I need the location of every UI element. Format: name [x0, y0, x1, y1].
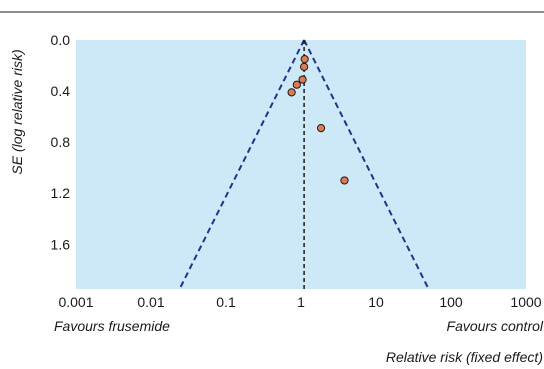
y-tick-label: 0.0 [51, 32, 71, 48]
x-tick-label: 1000 [510, 294, 541, 310]
x-tick-label: 0.1 [216, 294, 236, 310]
x-tick-label: 0.001 [58, 294, 93, 310]
study-point [287, 88, 296, 97]
y-tick-label: 1.2 [51, 185, 71, 201]
study-point [292, 80, 301, 89]
funnel-right-line [303, 39, 430, 290]
x-tick-label: 1 [297, 294, 305, 310]
funnel-left-line [178, 39, 305, 290]
x-axis-label: Relative risk (fixed effect) [386, 349, 543, 365]
favours-frusemide-annotation: Favours frusemide [54, 318, 170, 334]
favours-control-annotation: Favours control [447, 318, 544, 334]
study-point [340, 176, 349, 185]
y-axis-label: SE (log relative risk) [9, 49, 25, 174]
study-point [300, 62, 309, 71]
study-point [298, 75, 307, 84]
axis-ticks: 0.001 0.01 0.1 1 10 100 1000 0.0 0.4 0.8 1.2 1.6 [51, 32, 542, 310]
y-tick-label: 1.6 [51, 236, 71, 252]
y-tick-label: 0.8 [51, 134, 71, 150]
study-point [316, 124, 326, 133]
x-tick-label: 0.01 [137, 294, 164, 310]
x-tick-label: 10 [368, 294, 384, 310]
x-tick-label: 100 [439, 294, 463, 310]
y-tick-label: 0.4 [51, 83, 71, 99]
chart-marks [178, 39, 430, 290]
study-point [300, 55, 309, 64]
